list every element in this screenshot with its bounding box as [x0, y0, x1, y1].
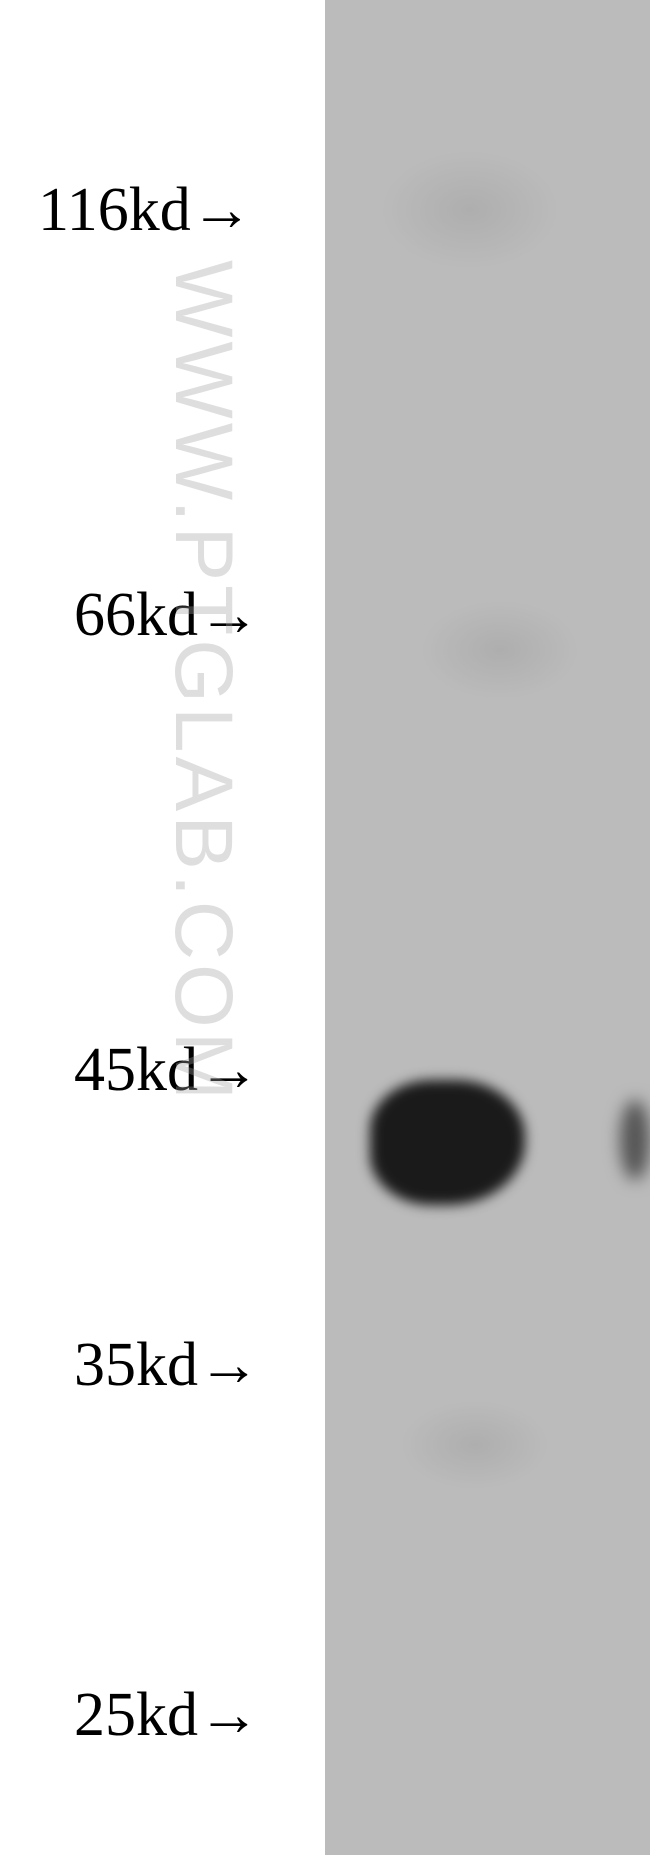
arrow-icon: → [198, 1330, 260, 1401]
western-blot-container: 116kd→ 66kd→ 45kd→ 35kd→ 25kd→ WWW.PTGLA… [0, 0, 650, 1855]
marker-116kd: 116kd→ [38, 175, 253, 246]
lane-smudge [420, 600, 580, 700]
arrow-icon: → [191, 175, 253, 246]
lane-smudge [380, 150, 560, 270]
marker-35kd: 35kd→ [74, 1330, 260, 1401]
marker-label-text: 25kd [74, 1681, 198, 1749]
secondary-band [620, 1100, 650, 1180]
marker-label-text: 35kd [74, 1331, 198, 1399]
marker-label-text: 116kd [38, 176, 191, 244]
watermark-text: WWW.PTGLAB.COM [156, 260, 250, 1104]
primary-band [370, 1080, 525, 1205]
blot-lane [325, 0, 650, 1855]
marker-25kd: 25kd→ [74, 1680, 260, 1751]
lane-smudge [400, 1400, 550, 1490]
arrow-icon: → [198, 1680, 260, 1751]
